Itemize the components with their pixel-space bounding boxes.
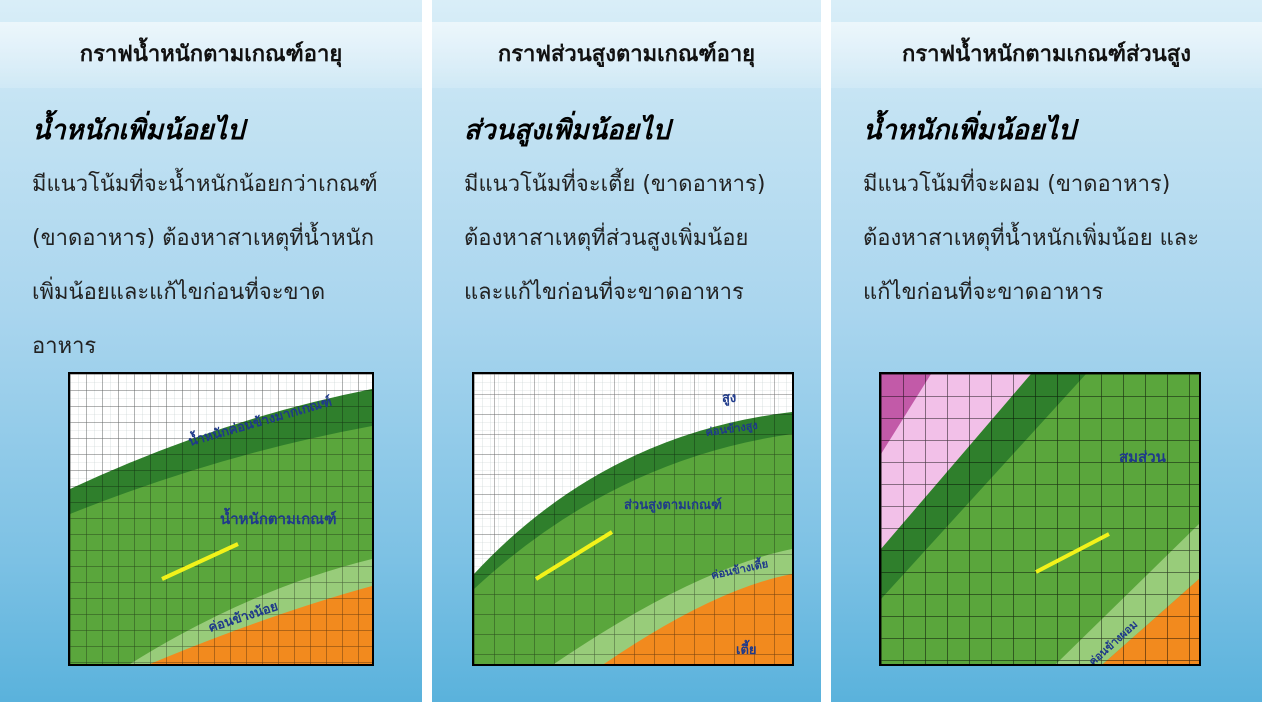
description-line: (ขาดอาหาร) ต้องหาสาเหตุที่น้ำหนัก — [32, 226, 375, 251]
chart-grid — [70, 374, 372, 664]
description-line: และแก้ไขก่อนที่จะขาดอาหาร — [464, 280, 744, 305]
panel-description: มีแนวโน้มที่จะผอม (ขาดอาหาร) ต้องหาสาเหต… — [863, 158, 1199, 320]
description-line: อาหาร — [32, 334, 97, 359]
description-line: ต้องหาสาเหตุที่ส่วนสูงเพิ่มน้อย — [464, 226, 749, 251]
growth-chart-svg: น้ำหนักค่อนข้างมากเกณฑ์ น้ำหนักตามเกณฑ์ … — [70, 374, 372, 664]
chart-label: เตี้ย — [736, 639, 757, 658]
description-line: ต้องหาสาเหตุที่น้ำหนักเพิ่มน้อย และ — [863, 226, 1200, 251]
trend-line — [534, 530, 614, 581]
chart-label: สูง — [722, 391, 736, 406]
description-line: เพิ่มน้อยและแก้ไขก่อนที่จะขาด — [32, 280, 326, 305]
growth-chart-weight-age: น้ำหนักค่อนข้างมากเกณฑ์ น้ำหนักตามเกณฑ์ … — [68, 372, 374, 666]
description-line: มีแนวโน้มที่จะเตี้ย (ขาดอาหาร) — [464, 172, 766, 197]
growth-chart-svg: สมส่วน ค่อนข้างผอม — [881, 374, 1199, 664]
panel-title: น้ำหนักเพิ่มน้อยไป — [863, 115, 1076, 146]
panel-header: กราฟส่วนสูงตามเกณฑ์อายุ — [432, 22, 821, 88]
panel-title: ส่วนสูงเพิ่มน้อยไป — [464, 115, 670, 146]
panel-description: มีแนวโน้มที่จะน้ำหนักน้อยกว่าเกณฑ์ (ขาดอ… — [32, 158, 378, 374]
description-line: มีแนวโน้มที่จะผอม (ขาดอาหาร) — [863, 172, 1171, 197]
growth-chart-weight-height: สมส่วน ค่อนข้างผอม — [879, 372, 1201, 666]
panel-height-for-age: กราฟส่วนสูงตามเกณฑ์อายุ ส่วนสูงเพิ่มน้อย… — [432, 0, 821, 702]
panel-description: มีแนวโน้มที่จะเตี้ย (ขาดอาหาร) ต้องหาสาเ… — [464, 158, 765, 320]
trend-line — [161, 542, 239, 581]
panel-header: กราฟน้ำหนักตามเกณฑ์ส่วนสูง — [831, 22, 1262, 88]
chart-label: ส่วนสูงตามเกณฑ์ — [624, 497, 722, 513]
panel-header: กราฟน้ำหนักตามเกณฑ์อายุ — [0, 22, 422, 88]
panel-weight-for-age: กราฟน้ำหนักตามเกณฑ์อายุ น้ำหนักเพิ่มน้อย… — [0, 0, 422, 702]
growth-chart-height-age: สูง ค่อนข้างสูง ส่วนสูงตามเกณฑ์ ค่อนข้าง… — [472, 372, 794, 666]
chart-grid — [474, 374, 792, 664]
panel-title: น้ำหนักเพิ่มน้อยไป — [32, 115, 245, 146]
chart-grid — [881, 374, 1199, 664]
description-line: แก้ไขก่อนที่จะขาดอาหาร — [863, 280, 1104, 305]
chart-label: สมส่วน — [1119, 448, 1167, 466]
description-line: มีแนวโน้มที่จะน้ำหนักน้อยกว่าเกณฑ์ — [32, 172, 378, 197]
growth-chart-svg: สูง ค่อนข้างสูง ส่วนสูงตามเกณฑ์ ค่อนข้าง… — [474, 374, 792, 664]
trend-line — [1035, 532, 1110, 574]
panel-weight-for-height: กราฟน้ำหนักตามเกณฑ์ส่วนสูง น้ำหนักเพิ่มน… — [831, 0, 1262, 702]
chart-label: น้ำหนักตามเกณฑ์ — [220, 507, 337, 528]
